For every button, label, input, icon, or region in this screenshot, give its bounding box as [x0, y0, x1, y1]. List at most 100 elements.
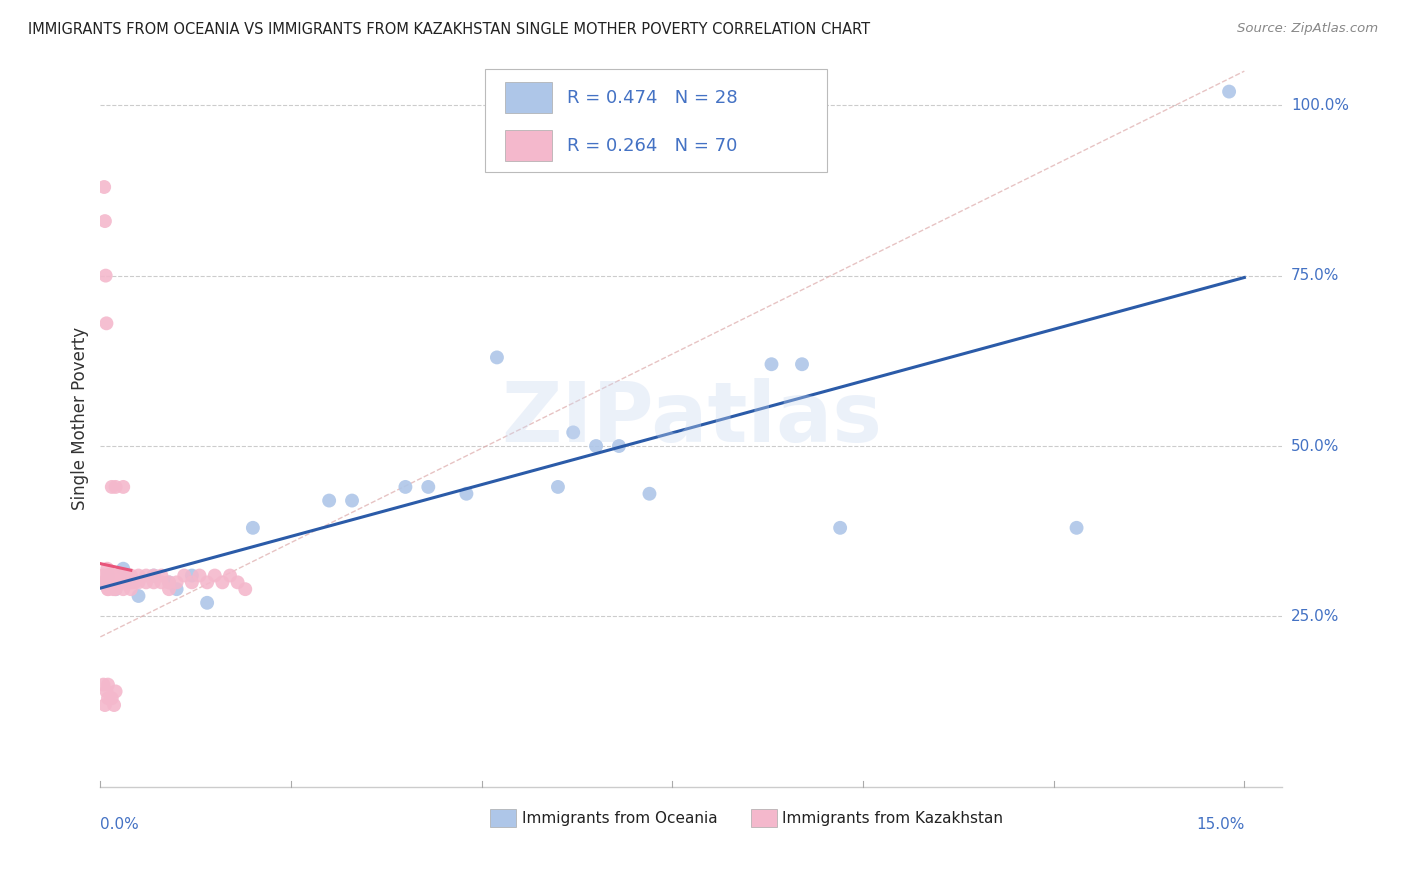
Point: [97, 582, 120, 597]
Point: [1218, 85, 1240, 99]
Text: 0.0%: 0.0%: [100, 817, 139, 832]
Text: Immigrants from Oceania: Immigrants from Oceania: [523, 811, 718, 826]
Point: [104, 684, 127, 698]
FancyBboxPatch shape: [485, 69, 827, 172]
Point: [97, 568, 120, 582]
Point: [107, 575, 129, 590]
Point: [94, 214, 117, 228]
Point: [101, 691, 124, 706]
Point: [98, 568, 121, 582]
Point: [103, 568, 125, 582]
Point: [93, 180, 115, 194]
Point: [195, 575, 218, 590]
Point: [112, 575, 135, 590]
Point: [103, 698, 125, 712]
Point: [112, 562, 135, 576]
Point: [180, 575, 202, 590]
Point: [104, 575, 127, 590]
Point: [112, 582, 135, 597]
Point: [142, 568, 165, 582]
Point: [157, 575, 180, 590]
Point: [188, 568, 211, 582]
Point: [96, 562, 118, 576]
Point: [166, 582, 188, 597]
Point: [340, 493, 363, 508]
Text: R = 0.264   N = 70: R = 0.264 N = 70: [567, 136, 738, 154]
Point: [96, 575, 118, 590]
Point: [607, 439, 630, 453]
Point: [120, 582, 142, 597]
Point: [120, 575, 142, 590]
Point: [830, 521, 852, 535]
Point: [91, 568, 114, 582]
Point: [104, 575, 127, 590]
Point: [103, 582, 125, 597]
Point: [142, 575, 165, 590]
Point: [195, 596, 218, 610]
Point: [97, 568, 120, 582]
Point: [104, 582, 127, 597]
Point: [547, 480, 569, 494]
Text: 15.0%: 15.0%: [1197, 817, 1244, 832]
Point: [219, 568, 242, 582]
Point: [318, 493, 340, 508]
Point: [204, 568, 226, 582]
Point: [107, 568, 129, 582]
Point: [150, 575, 173, 590]
Point: [104, 582, 127, 597]
Point: [101, 575, 124, 590]
Point: [114, 575, 136, 590]
Point: [142, 568, 165, 582]
Text: IMMIGRANTS FROM OCEANIA VS IMMIGRANTS FROM KAZAKHSTAN SINGLE MOTHER POVERTY CORR: IMMIGRANTS FROM OCEANIA VS IMMIGRANTS FR…: [28, 22, 870, 37]
Point: [166, 575, 188, 590]
Point: [226, 575, 249, 590]
Point: [211, 575, 233, 590]
Point: [485, 351, 508, 365]
FancyBboxPatch shape: [505, 82, 553, 113]
Point: [104, 480, 127, 494]
Point: [97, 582, 120, 597]
Point: [233, 582, 256, 597]
Point: [112, 568, 135, 582]
Y-axis label: Single Mother Poverty: Single Mother Poverty: [72, 327, 89, 510]
Point: [638, 487, 661, 501]
Point: [97, 575, 120, 590]
Text: 25.0%: 25.0%: [1291, 609, 1339, 624]
Point: [124, 575, 146, 590]
Point: [127, 568, 149, 582]
Point: [1066, 521, 1088, 535]
Point: [173, 568, 195, 582]
Point: [127, 575, 149, 590]
Point: [93, 575, 115, 590]
Point: [108, 568, 131, 582]
Point: [97, 677, 120, 691]
Text: Source: ZipAtlas.com: Source: ZipAtlas.com: [1237, 22, 1378, 36]
Point: [112, 480, 135, 494]
Point: [120, 575, 142, 590]
Text: 50.0%: 50.0%: [1291, 439, 1339, 453]
Point: [101, 568, 124, 582]
Point: [157, 582, 180, 597]
Point: [135, 568, 157, 582]
Point: [104, 568, 127, 582]
Point: [105, 575, 128, 590]
Point: [100, 575, 122, 590]
Point: [157, 575, 180, 590]
FancyBboxPatch shape: [505, 130, 553, 161]
Point: [456, 487, 478, 501]
Point: [108, 575, 131, 590]
Point: [97, 575, 120, 590]
Text: Immigrants from Kazakhstan: Immigrants from Kazakhstan: [783, 811, 1004, 826]
Text: ZIPatlas: ZIPatlas: [501, 378, 882, 459]
Point: [120, 568, 142, 582]
Point: [135, 575, 157, 590]
Point: [96, 316, 118, 330]
Point: [93, 677, 115, 691]
Point: [98, 575, 121, 590]
Point: [418, 480, 440, 494]
Text: 100.0%: 100.0%: [1291, 98, 1348, 112]
Point: [150, 568, 173, 582]
Point: [585, 439, 607, 453]
Point: [104, 575, 127, 590]
Point: [97, 691, 120, 706]
